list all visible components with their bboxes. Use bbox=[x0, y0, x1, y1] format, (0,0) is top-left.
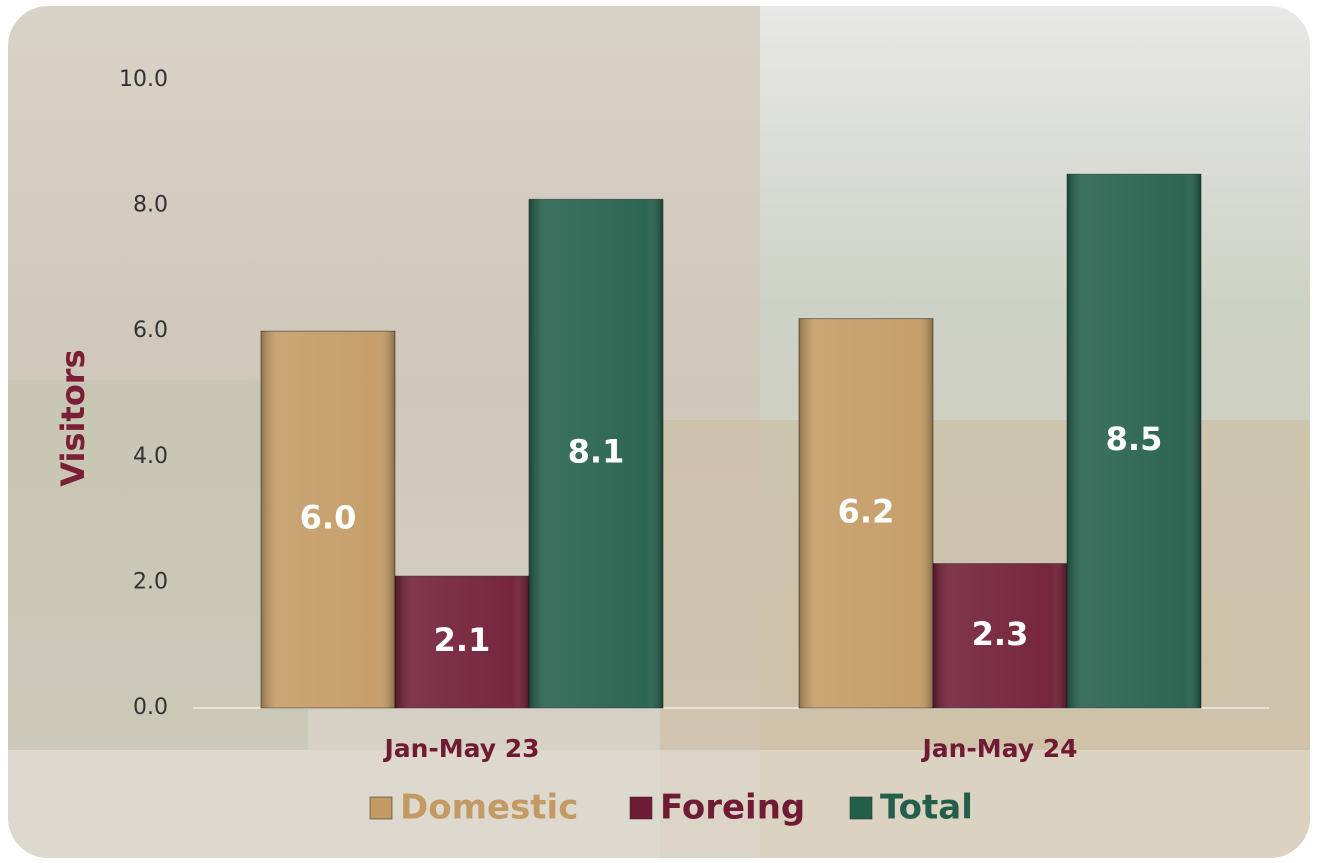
data-label: 8.5 bbox=[1106, 420, 1163, 458]
y-axis-label: Visitors bbox=[54, 349, 92, 486]
x-tick-label: Jan-May 23 bbox=[382, 734, 539, 763]
y-tick-label: 4.0 bbox=[133, 444, 168, 469]
legend-swatch bbox=[849, 796, 873, 820]
x-tick-label: Jan-May 24 bbox=[920, 734, 1077, 763]
y-tick-label: 10.0 bbox=[119, 67, 168, 92]
y-tick-label: 2.0 bbox=[133, 569, 168, 594]
legend-swatch bbox=[629, 796, 653, 820]
legend: Domestic Foreing Total bbox=[369, 788, 973, 828]
data-label: 2.3 bbox=[972, 615, 1029, 653]
y-tick-label: 8.0 bbox=[133, 193, 168, 218]
data-label: 6.0 bbox=[300, 499, 357, 537]
data-label: 2.1 bbox=[434, 621, 491, 659]
background bbox=[8, 6, 1310, 858]
legend-label: Foreing bbox=[660, 788, 805, 828]
legend-label: Total bbox=[880, 788, 973, 828]
y-tick-label: 0.0 bbox=[133, 695, 168, 720]
data-label: 6.2 bbox=[838, 492, 895, 530]
y-tick-label: 6.0 bbox=[133, 318, 168, 343]
data-label: 8.1 bbox=[568, 433, 625, 471]
legend-label: Domestic bbox=[400, 788, 578, 828]
legend-swatch bbox=[369, 796, 393, 820]
